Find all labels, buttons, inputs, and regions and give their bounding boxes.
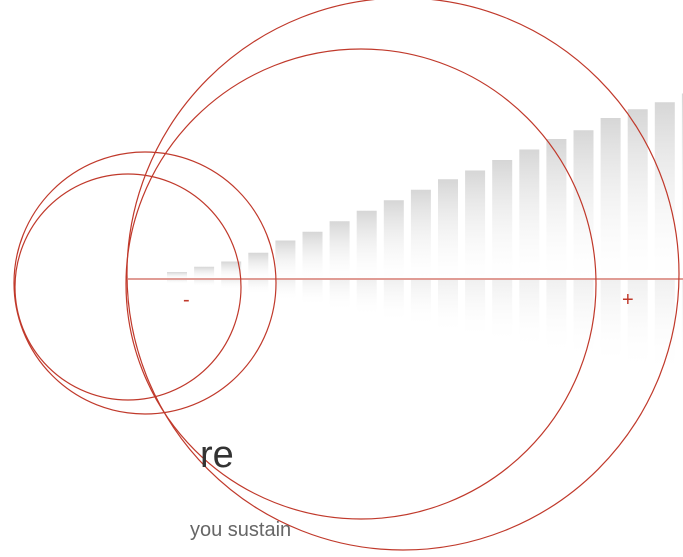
bar-reflection bbox=[356, 280, 377, 318]
bar bbox=[465, 170, 486, 279]
subtitle-fragment: you sustain bbox=[190, 519, 292, 541]
bar bbox=[546, 139, 567, 279]
bar bbox=[681, 93, 683, 279]
bar bbox=[600, 118, 621, 279]
bar bbox=[573, 130, 594, 279]
bar bbox=[438, 179, 458, 279]
bar-series bbox=[167, 93, 683, 279]
plus-label: + bbox=[622, 289, 634, 311]
bar bbox=[383, 200, 404, 279]
bar bbox=[329, 221, 350, 279]
bar-reflection bbox=[627, 280, 648, 374]
bar bbox=[275, 240, 296, 279]
bar-reflection bbox=[465, 280, 486, 340]
bar-reflection bbox=[573, 280, 594, 362]
bar-reflections bbox=[167, 280, 683, 383]
bar bbox=[248, 252, 269, 279]
bar-reflection bbox=[383, 280, 404, 324]
bar-reflection bbox=[167, 280, 187, 284]
bar-reflection bbox=[302, 280, 323, 306]
bar bbox=[492, 160, 513, 279]
bar bbox=[221, 261, 242, 279]
bar-reflection bbox=[329, 280, 350, 312]
bar-reflection bbox=[275, 280, 296, 302]
bar bbox=[654, 102, 675, 279]
bar-reflection bbox=[410, 280, 431, 330]
large-circle-outer bbox=[126, 0, 680, 551]
bar bbox=[356, 210, 377, 279]
small-circle-inner bbox=[13, 151, 277, 415]
bar bbox=[410, 189, 431, 279]
small-circle-outer bbox=[14, 173, 242, 401]
minus-label: - bbox=[183, 289, 190, 311]
bar bbox=[167, 272, 187, 279]
bar bbox=[519, 149, 540, 279]
bar-reflection bbox=[194, 280, 215, 287]
bar-reflection bbox=[546, 280, 567, 357]
bar-reflection bbox=[248, 280, 269, 295]
heading-fragment: re bbox=[200, 434, 234, 476]
bar-reflection bbox=[654, 280, 675, 378]
bar bbox=[194, 266, 215, 279]
bar bbox=[627, 109, 648, 279]
bar-reflection bbox=[438, 280, 458, 335]
bar-reflection bbox=[681, 280, 683, 383]
large-circle-inner bbox=[125, 48, 597, 520]
bar-reflection bbox=[492, 280, 513, 346]
bar-reflection bbox=[519, 280, 540, 352]
bar bbox=[302, 231, 323, 279]
bar-reflection bbox=[221, 280, 242, 290]
bar-reflection bbox=[600, 280, 621, 369]
